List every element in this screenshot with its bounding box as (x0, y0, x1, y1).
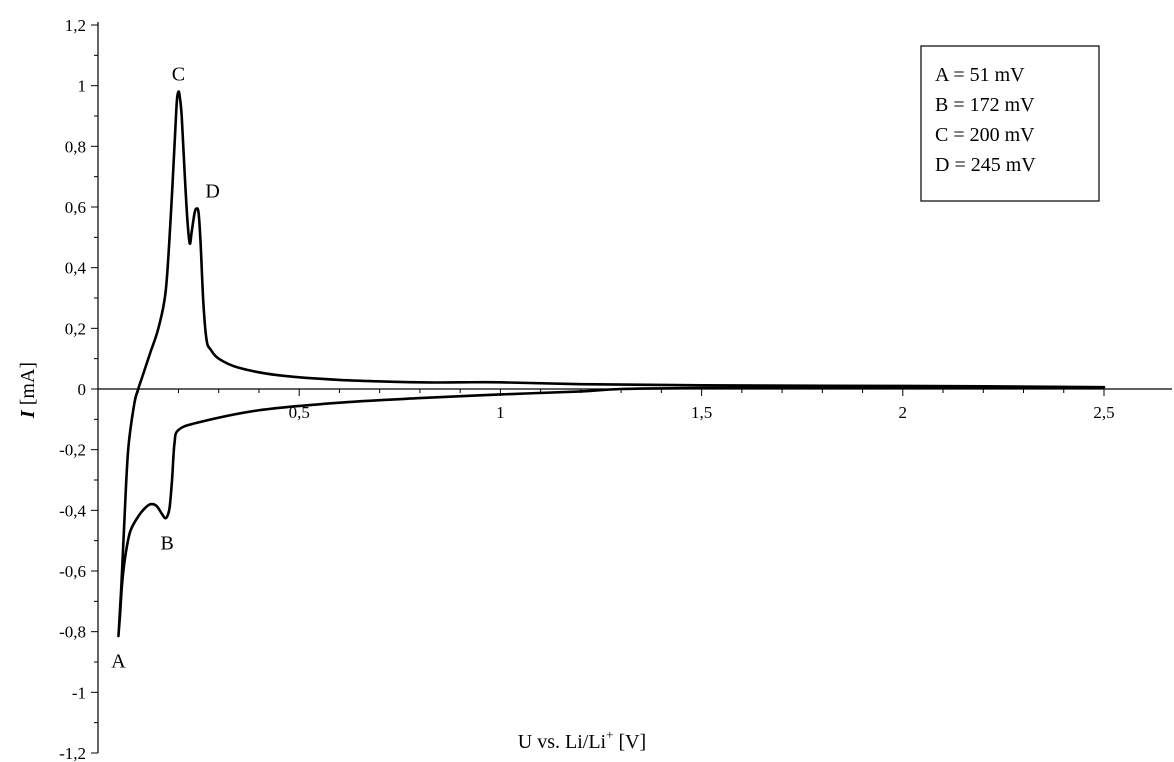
x-axis-title: U vs. Li/Li+ [V] (518, 727, 646, 753)
legend-entry-a: A = 51 mV (935, 64, 1025, 86)
legend-entry-d: D = 245 mV (935, 154, 1036, 176)
y-tick-label: -1 (72, 683, 86, 702)
x-tick-label: 1,5 (691, 403, 712, 422)
y-tick-label: -1,2 (59, 744, 86, 762)
x-axis-main: U vs. Li/Li (518, 731, 607, 753)
legend: A = 51 mV B = 172 mV C = 200 mV D = 245 … (920, 45, 1100, 202)
y-axis-symbol: I (17, 409, 39, 419)
peak-label-a: A (111, 651, 126, 673)
y-tick-label: -0,8 (59, 623, 86, 642)
x-tick-label: 2,5 (1093, 403, 1114, 422)
peak-annotations: A B C D (111, 64, 220, 673)
series-group (117, 90, 1106, 638)
y-axis-ticks: -1,2 -1 -0,8 -0,6 -0,4 -0,2 0 0,2 0,4 0,6 0,8 1 1,2 (59, 16, 98, 762)
peak-label-c: C (172, 64, 185, 86)
y-axis-unit: [mA] (17, 362, 39, 410)
y-tick-label: 1 (78, 77, 87, 96)
legend-entry-b: B = 172 mV (935, 94, 1035, 116)
y-tick-label: -0,6 (59, 562, 86, 581)
y-tick-label: 1,2 (65, 16, 86, 35)
legend-entry-c: C = 200 mV (935, 124, 1035, 146)
y-tick-label: 0 (78, 380, 87, 399)
y-tick-label: 0,6 (65, 198, 86, 217)
y-tick-label: 0,8 (65, 137, 86, 156)
cv-curve (117, 90, 1106, 638)
x-axis-unit: [V] (613, 731, 646, 753)
peak-label-d: D (205, 181, 219, 203)
x-tick-label: 0,5 (289, 403, 310, 422)
x-tick-label: 1 (496, 403, 505, 422)
y-tick-label: 0,2 (65, 319, 86, 338)
x-tick-label: 2 (899, 403, 908, 422)
x-axis-superscript: + (606, 727, 613, 742)
peak-label-b: B (161, 532, 174, 554)
x-axis-ticks: 0,5 1 1,5 2 2,5 (137, 389, 1115, 422)
legend-box (920, 45, 1100, 202)
y-tick-label: -0,4 (59, 501, 86, 520)
y-tick-label: 0,4 (65, 259, 87, 278)
y-axis-title: I [mA] (17, 362, 39, 419)
y-tick-label: -0,2 (59, 441, 86, 460)
